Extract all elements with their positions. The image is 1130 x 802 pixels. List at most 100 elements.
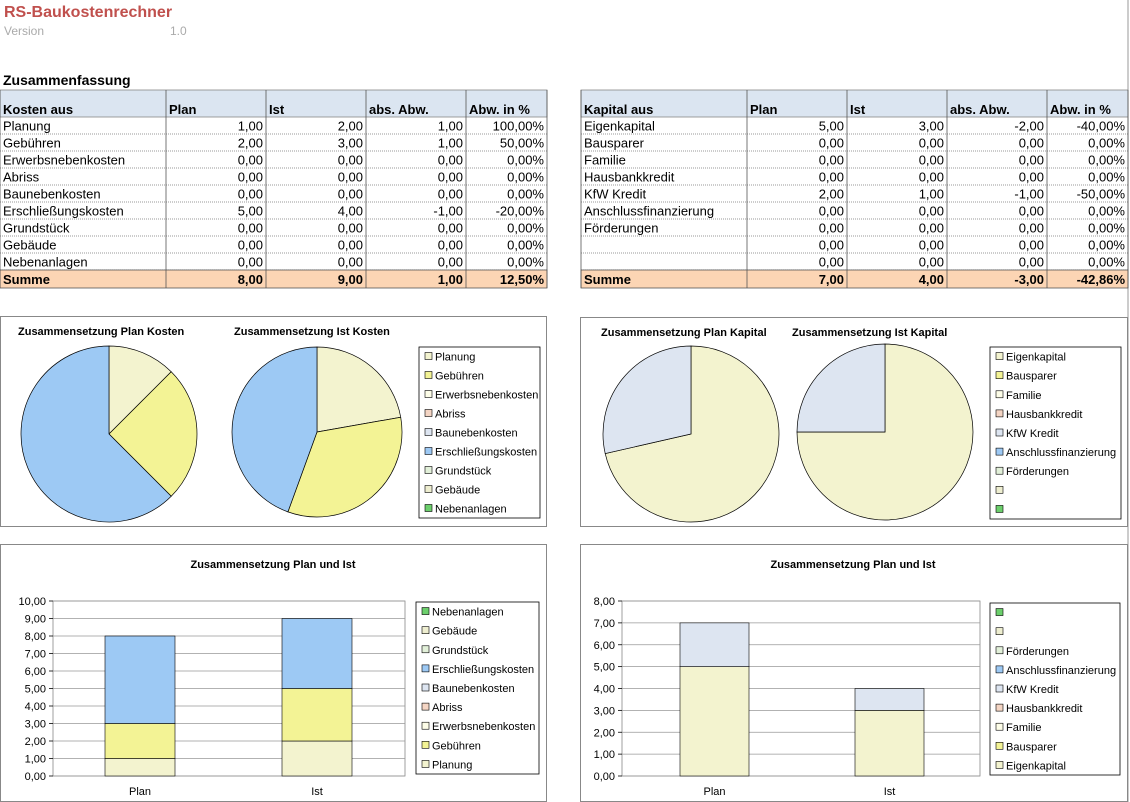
table-cell: Förderungen: [584, 221, 658, 236]
chart-title: Zusammensetzung Plan und Ist: [190, 559, 355, 571]
table-cell: 0,00: [338, 187, 363, 202]
legend: [418, 346, 541, 519]
legend-swatch: [421, 683, 430, 692]
legend-label: Anschlussfinanzierung: [1006, 447, 1116, 459]
legend-swatch: [421, 721, 430, 730]
total-cell: 12,50%: [500, 272, 545, 287]
legend-swatch: [995, 371, 1004, 379]
table-cell: 2,00: [238, 136, 263, 151]
legend-label: Gebäude: [432, 626, 477, 638]
column-header: Abw. in %: [469, 102, 530, 117]
table-cell: -50,00%: [1077, 187, 1126, 202]
y-tick-label: 0,00: [594, 771, 615, 783]
legend: [415, 601, 540, 775]
y-tick-label: 0,00: [25, 771, 46, 783]
total-cell: 4,00: [919, 272, 944, 287]
legend-swatch: [995, 390, 1004, 399]
table-cell: 0,00: [1019, 136, 1044, 151]
bar-segment: [104, 635, 176, 724]
table-cell: 0,00%: [507, 187, 544, 202]
table-cell: 0,00: [238, 153, 263, 168]
bar-segment: [281, 618, 353, 689]
pie-slice: [796, 343, 886, 433]
legend-swatch: [995, 409, 1004, 418]
table-cell: 0,00%: [1088, 136, 1125, 151]
legend-swatch: [995, 703, 1004, 712]
y-tick-label: 10,00: [18, 596, 46, 608]
bar-segment: [854, 688, 925, 711]
legend-swatch: [995, 608, 1004, 616]
y-tick-label: 6,00: [594, 640, 615, 652]
legend: [989, 346, 1122, 520]
y-tick-label: 2,00: [25, 736, 46, 748]
legend-label: Hausbankkredit: [1006, 703, 1082, 715]
pie-slice: [231, 346, 318, 513]
table-cell: 0,00: [238, 221, 263, 236]
legend-swatch: [995, 722, 1004, 731]
legend-swatch: [995, 684, 1004, 693]
legend-label: Hausbankkredit: [1006, 409, 1082, 421]
table-cell: 0,00%: [507, 255, 544, 270]
y-tick-label: 3,00: [594, 705, 615, 717]
table-cell: 1,00: [438, 119, 463, 134]
table-cell: Gebäude: [3, 238, 57, 253]
table-cell: 0,00: [338, 255, 363, 270]
table-cell: Grundstück: [3, 221, 70, 236]
table-cell: 0,00: [438, 153, 463, 168]
table-cell: 3,00: [919, 119, 944, 134]
legend-label: Baunebenkosten: [432, 683, 515, 695]
legend-swatch: [424, 447, 433, 455]
table-cell: 50,00%: [500, 136, 545, 151]
legend-label: Abriss: [435, 409, 466, 421]
table-cell: 0,00: [438, 221, 463, 236]
legend-label: Förderungen: [1006, 466, 1069, 478]
legend-swatch: [424, 390, 433, 398]
pie-slice: [316, 346, 402, 433]
legend-swatch: [421, 607, 430, 615]
legend-swatch: [421, 702, 430, 711]
table-cell: 0,00: [819, 136, 844, 151]
pie-slice: [604, 345, 780, 523]
bar-segment: [679, 666, 750, 777]
legend-label: Abriss: [432, 702, 463, 714]
legend-label: Familie: [1006, 722, 1041, 734]
table-cell: 0,00: [1019, 221, 1044, 236]
table-cell: 0,00: [919, 221, 944, 236]
pie-title: Zusammensetzung Ist Kapital: [792, 327, 947, 339]
table-cell: 0,00%: [1088, 153, 1125, 168]
table-cell: 0,00%: [1088, 255, 1125, 270]
table-cell: 0,00: [438, 187, 463, 202]
total-row: [580, 269, 1129, 289]
table-cell: 1,00: [238, 119, 263, 134]
table-cell: 4,00: [338, 204, 363, 219]
total-cell: -3,00: [1014, 272, 1044, 287]
table-cell: 0,00: [919, 255, 944, 270]
pie-title: Zusammensetzung Plan Kapital: [601, 327, 767, 339]
legend-swatch: [995, 352, 1004, 360]
table-cell: 100,00%: [493, 119, 545, 134]
table-cell: 0,00: [1019, 255, 1044, 270]
table-cell: 1,00: [438, 136, 463, 151]
table-cell: Gebühren: [3, 136, 61, 151]
legend-label: Grundstück: [432, 645, 489, 657]
column-header: Abw. in %: [1050, 102, 1111, 117]
column-header: Ist: [269, 102, 285, 117]
column-header: Plan: [750, 102, 778, 117]
version-label: Version: [4, 24, 44, 38]
legend-label: Förderungen: [1006, 646, 1069, 658]
table-cell: 2,00: [819, 187, 844, 202]
table-cell: 2,00: [338, 119, 363, 134]
total-cell: 1,00: [438, 272, 463, 287]
y-tick-label: 9,00: [25, 614, 46, 626]
x-tick-label: Plan: [703, 786, 725, 798]
pie-slice: [108, 345, 172, 435]
legend-label: Gebühren: [435, 371, 484, 383]
legend-label: Erschließungskosten: [432, 664, 534, 676]
y-tick-label: 4,00: [25, 701, 46, 713]
table-cell: 0,00: [1019, 153, 1044, 168]
table-cell: 0,00%: [507, 238, 544, 253]
table-cell: 0,00: [819, 221, 844, 236]
table-cell: 3,00: [338, 136, 363, 151]
pie-slice: [602, 345, 692, 455]
